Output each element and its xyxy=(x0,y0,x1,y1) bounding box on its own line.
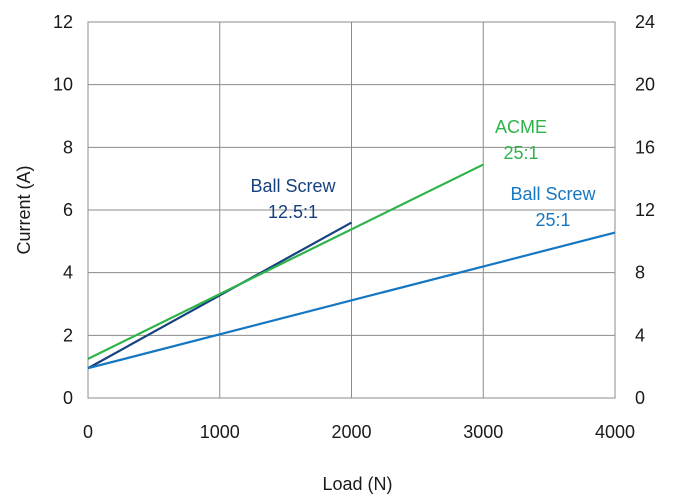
y2-tick-label: 4 xyxy=(635,325,645,345)
series-label-3-line-2: 25:1 xyxy=(535,210,570,230)
series-label-3-line-1: Ball Screw xyxy=(510,184,596,204)
y2-tick-label: 0 xyxy=(635,388,645,408)
y2-tick-label: 24 xyxy=(635,12,655,32)
series-line-1 xyxy=(87,221,353,370)
x-tick-label: 3000 xyxy=(463,422,503,442)
y-tick-label: 4 xyxy=(63,263,73,283)
series-line-2 xyxy=(87,163,484,360)
x-tick-label: 1000 xyxy=(200,422,240,442)
x-axis-ticks: 0 1000 2000 3000 4000 xyxy=(83,422,635,442)
y-axis-ticks: 0 2 4 6 8 10 12 xyxy=(53,12,73,408)
series-lines xyxy=(87,163,616,370)
y2-tick-label: 12 xyxy=(635,200,655,220)
y-tick-label: 6 xyxy=(63,200,73,220)
y2-tick-label: 8 xyxy=(635,263,645,283)
y-tick-label: 0 xyxy=(63,388,73,408)
y2-axis-ticks: 0 4 8 12 16 20 24 xyxy=(635,12,655,408)
series-label-2-line-1: ACME xyxy=(495,117,547,137)
y2-tick-label: 20 xyxy=(635,75,655,95)
x-axis-title: Load (N) xyxy=(322,474,392,494)
series-label-2-line-2: 25:1 xyxy=(503,143,538,163)
y2-tick-label: 16 xyxy=(635,137,655,157)
x-tick-label: 0 xyxy=(83,422,93,442)
series-labels: Ball Screw 12.5:1 ACME 25:1 Ball Screw 25:1 xyxy=(250,117,596,230)
series-label-1-line-1: Ball Screw xyxy=(250,176,336,196)
y-tick-label: 10 xyxy=(53,75,73,95)
series-line-3 xyxy=(87,231,616,370)
x-tick-label: 4000 xyxy=(595,422,635,442)
y-tick-label: 8 xyxy=(63,137,73,157)
y-tick-label: 2 xyxy=(63,325,73,345)
plot-frame xyxy=(87,21,616,399)
x-tick-label: 2000 xyxy=(331,422,371,442)
series-label-1-line-2: 12.5:1 xyxy=(268,202,318,222)
y-axis-title: Current (A) xyxy=(14,165,34,254)
y-tick-label: 12 xyxy=(53,12,73,32)
